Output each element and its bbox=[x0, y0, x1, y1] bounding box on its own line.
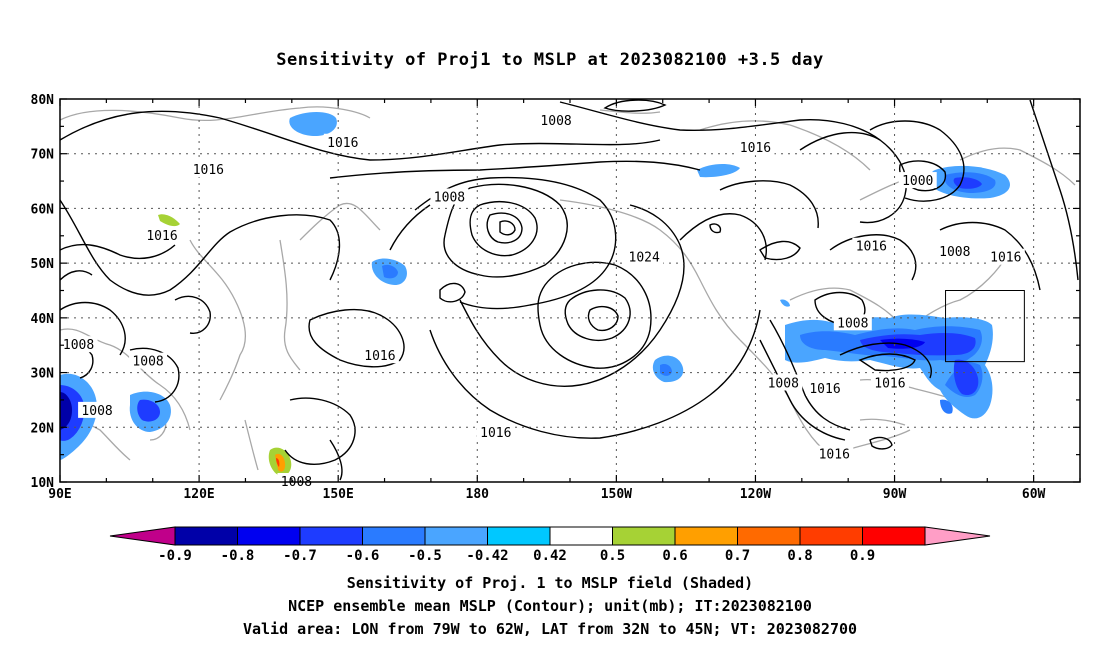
longitude-label: 150E bbox=[323, 487, 354, 502]
contour-label: 1016 bbox=[146, 229, 177, 244]
latitude-label: 20N bbox=[31, 421, 55, 436]
colorbar-box bbox=[424, 526, 488, 546]
contour-label-bg bbox=[833, 314, 872, 331]
colorbar-box bbox=[299, 526, 363, 546]
latitude-label: 10N bbox=[31, 476, 55, 491]
contour-label-bg bbox=[736, 139, 775, 156]
colorbar: -0.9 -0.8 -0.7 -0.6 -0.5 -0.42 0.42 0.5 0.6 0.7 0.… bbox=[109, 526, 991, 564]
colorbar-box bbox=[799, 526, 863, 546]
latitude-label: 40N bbox=[31, 312, 55, 327]
contour-label: 1008 bbox=[81, 404, 112, 419]
contour-label: 1008 bbox=[768, 377, 799, 392]
contour-label-bg bbox=[764, 374, 803, 391]
contour-label-bg bbox=[360, 347, 399, 364]
colorbar-label: -0.8 bbox=[221, 548, 255, 564]
contour-label: 1008 bbox=[434, 190, 465, 205]
colorbar-labels: -0.9 -0.8 -0.7 -0.6 -0.5 -0.42 0.42 0.5 0.6 0.7 0.… bbox=[158, 548, 875, 564]
longitude-label: 180 bbox=[466, 487, 490, 502]
longitude-label: 90W bbox=[883, 487, 907, 502]
contour-label-bg bbox=[625, 248, 664, 265]
contour-label: 1016 bbox=[364, 349, 395, 364]
contour-label-bg bbox=[898, 172, 937, 189]
latitude-label: 70N bbox=[31, 148, 55, 163]
longitude-label: 120W bbox=[740, 487, 771, 502]
colorbar-label: -0.5 bbox=[408, 548, 442, 564]
colorbar-label: -0.6 bbox=[346, 548, 380, 564]
contour-label-bg bbox=[986, 248, 1025, 265]
colorbar-label: -0.9 bbox=[158, 548, 192, 564]
colorbar-label: -0.42 bbox=[466, 548, 508, 564]
contour-label: 1016 bbox=[480, 426, 511, 441]
contour-label: 1016 bbox=[990, 251, 1021, 266]
contour-label: 1016 bbox=[819, 448, 850, 463]
contour-label: 1008 bbox=[939, 245, 970, 260]
valid-area-box bbox=[945, 290, 1025, 363]
contour-label-bg bbox=[129, 352, 168, 369]
contour-label: 1024 bbox=[629, 251, 660, 266]
axis-ticks bbox=[59, 98, 1081, 483]
contour-label-bg bbox=[870, 374, 909, 391]
colorbar-low-triangle bbox=[109, 526, 176, 546]
colorbar-box bbox=[237, 526, 301, 546]
contour-label: 1008 bbox=[63, 338, 94, 353]
contour-label: 1008 bbox=[540, 114, 571, 129]
colorbar-box bbox=[362, 526, 426, 546]
colorbar-box bbox=[549, 526, 613, 546]
map-figure: 1016 1016 1008 1016 1008 1000 1016 1024 1016 1008… bbox=[31, 93, 1081, 502]
contour-label: 1016 bbox=[856, 240, 887, 255]
longitude-label: 60W bbox=[1022, 487, 1046, 502]
colorbar-boxes bbox=[109, 526, 991, 546]
footer-line-1: Sensitivity of Proj. 1 to MSLP field (Sh… bbox=[346, 574, 754, 592]
contour-label: 1016 bbox=[809, 382, 840, 397]
sensitivity-shading bbox=[60, 112, 1010, 477]
colorbar-box bbox=[487, 526, 551, 546]
colorbar-box bbox=[737, 526, 801, 546]
contour-label-bg bbox=[852, 237, 891, 254]
longitude-label: 120E bbox=[183, 487, 214, 502]
contour-label-bg bbox=[323, 133, 362, 150]
contour-label: 1016 bbox=[327, 136, 358, 151]
contour-label-bg bbox=[143, 226, 181, 243]
contour-label-bg bbox=[277, 473, 316, 489]
contour-label-bg bbox=[78, 401, 117, 418]
contour-label: 1000 bbox=[902, 174, 933, 189]
longitude-label: 90E bbox=[48, 487, 71, 502]
colorbar-box bbox=[674, 526, 738, 546]
map-title: Sensitivity of Proj1 to MSLP at 20230821… bbox=[276, 50, 824, 70]
longitude-label: 150W bbox=[601, 487, 632, 502]
colorbar-label: 0.5 bbox=[600, 548, 625, 564]
footer-line-2: NCEP ensemble mean MSLP (Contour); unit(… bbox=[288, 597, 812, 615]
contour-label-bg bbox=[935, 243, 974, 260]
contour-label: 1016 bbox=[874, 377, 905, 392]
latitude-label: 60N bbox=[31, 202, 55, 217]
colorbar-label: 0.42 bbox=[533, 548, 567, 564]
contour-label-bg bbox=[815, 445, 854, 462]
contour-label: 1016 bbox=[193, 163, 224, 178]
colorbar-box bbox=[862, 526, 926, 546]
contour-label: 1016 bbox=[740, 141, 771, 156]
mslp-contours bbox=[60, 99, 1079, 481]
colorbar-label: -0.7 bbox=[283, 548, 317, 564]
latitude-labels: 80N 70N 60N 50N 40N 30N 20N 10N bbox=[31, 93, 55, 491]
contour-label-bg bbox=[59, 336, 98, 353]
contour-label-bg bbox=[189, 161, 228, 178]
contour-label-bg bbox=[430, 188, 469, 205]
colorbar-label: 0.8 bbox=[787, 548, 812, 564]
colorbar-label: 0.7 bbox=[725, 548, 750, 564]
colorbar-label: 0.6 bbox=[662, 548, 687, 564]
footer-line-3: Valid area: LON from 79W to 62W, LAT fro… bbox=[242, 620, 858, 638]
latitude-label: 30N bbox=[31, 367, 55, 382]
longitude-labels: 90E 120E 150E 180 150W 120W 90W 60W bbox=[48, 487, 1045, 502]
colorbar-label: 0.9 bbox=[850, 548, 875, 564]
latitude-label: 80N bbox=[31, 93, 55, 108]
contour-label: 1008 bbox=[837, 316, 868, 331]
latitude-label: 50N bbox=[31, 257, 55, 272]
colorbar-high-triangle bbox=[924, 526, 991, 546]
contour-label-bg bbox=[806, 379, 844, 396]
colorbar-box bbox=[174, 526, 238, 546]
contour-label-bg bbox=[537, 111, 576, 128]
colorbar-box bbox=[612, 526, 676, 546]
contour-label-bg bbox=[476, 423, 515, 440]
contour-label: 1008 bbox=[132, 355, 163, 370]
